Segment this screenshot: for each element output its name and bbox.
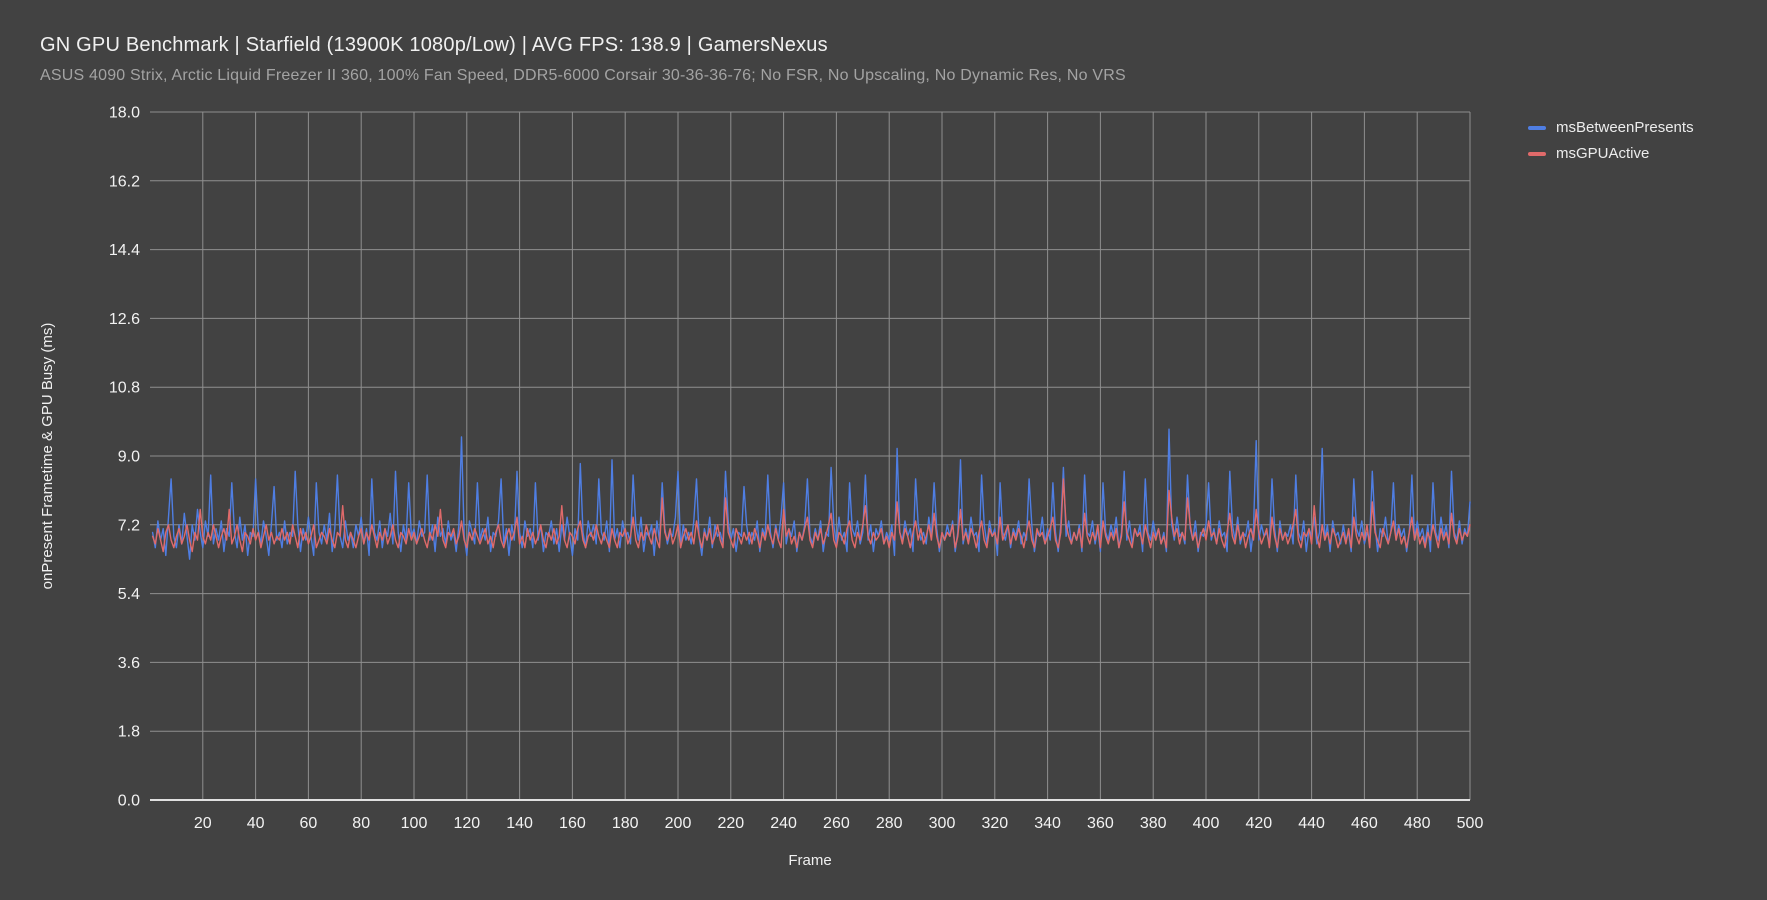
legend-swatch-blue-icon (1528, 125, 1546, 130)
legend-item-msbetweenpresents[interactable]: msBetweenPresents (1528, 119, 1694, 136)
x-tick-label: 100 (401, 815, 428, 832)
x-tick-label: 360 (1087, 815, 1114, 832)
x-tick-label: 80 (352, 815, 370, 832)
legend-swatch-red-icon (1528, 151, 1546, 156)
x-tick-label: 500 (1457, 815, 1484, 832)
x-tick-label: 440 (1298, 815, 1325, 832)
y-tick-label: 0.0 (118, 793, 140, 810)
x-tick-label: 320 (981, 815, 1008, 832)
x-tick-label: 420 (1245, 815, 1272, 832)
x-tick-label: 280 (876, 815, 903, 832)
x-axis-title: Frame (788, 852, 831, 869)
chart-subtitle: ASUS 4090 Strix, Arctic Liquid Freezer I… (40, 67, 1126, 84)
x-tick-label: 340 (1034, 815, 1061, 832)
x-tick-label: 240 (770, 815, 797, 832)
legend-item-msgpuactive[interactable]: msGPUActive (1528, 145, 1694, 162)
y-tick-label: 16.2 (109, 173, 140, 190)
legend-label-msbetweenpresents: msBetweenPresents (1556, 119, 1694, 136)
x-tick-label: 260 (823, 815, 850, 832)
series-line-msBetweenPresents[interactable] (151, 428, 1471, 560)
x-tick-label: 300 (929, 815, 956, 832)
legend: msBetweenPresents msGPUActive (1528, 119, 1694, 162)
x-tick-label: 180 (612, 815, 639, 832)
y-tick-label: 3.6 (118, 655, 140, 672)
legend-label-msgpuactive: msGPUActive (1556, 145, 1650, 162)
y-tick-label: 10.8 (109, 380, 140, 397)
x-tick-label: 60 (300, 815, 318, 832)
x-tick-label: 120 (453, 815, 480, 832)
x-tick-label: 400 (1193, 815, 1220, 832)
x-tick-label: 200 (665, 815, 692, 832)
x-tick-label: 40 (247, 815, 265, 832)
series-line-msGPUActive[interactable] (151, 478, 1471, 553)
chart-title: GN GPU Benchmark | Starfield (13900K 108… (40, 34, 828, 56)
x-tick-label: 160 (559, 815, 586, 832)
x-tick-label: 460 (1351, 815, 1378, 832)
y-tick-label: 18.0 (109, 105, 140, 122)
y-tick-label: 12.6 (109, 311, 140, 328)
x-tick-label: 480 (1404, 815, 1431, 832)
y-axis-title: onPresent Frametime & GPU Busy (ms) (39, 323, 56, 590)
y-tick-label: 7.2 (118, 517, 140, 534)
y-tick-label: 14.4 (109, 242, 140, 259)
x-tick-label: 220 (717, 815, 744, 832)
y-tick-label: 9.0 (118, 449, 140, 466)
y-tick-label: 1.8 (118, 724, 140, 741)
x-tick-label: 380 (1140, 815, 1167, 832)
y-tick-label: 5.4 (118, 586, 140, 603)
x-tick-label: 20 (194, 815, 212, 832)
x-tick-label: 140 (506, 815, 533, 832)
